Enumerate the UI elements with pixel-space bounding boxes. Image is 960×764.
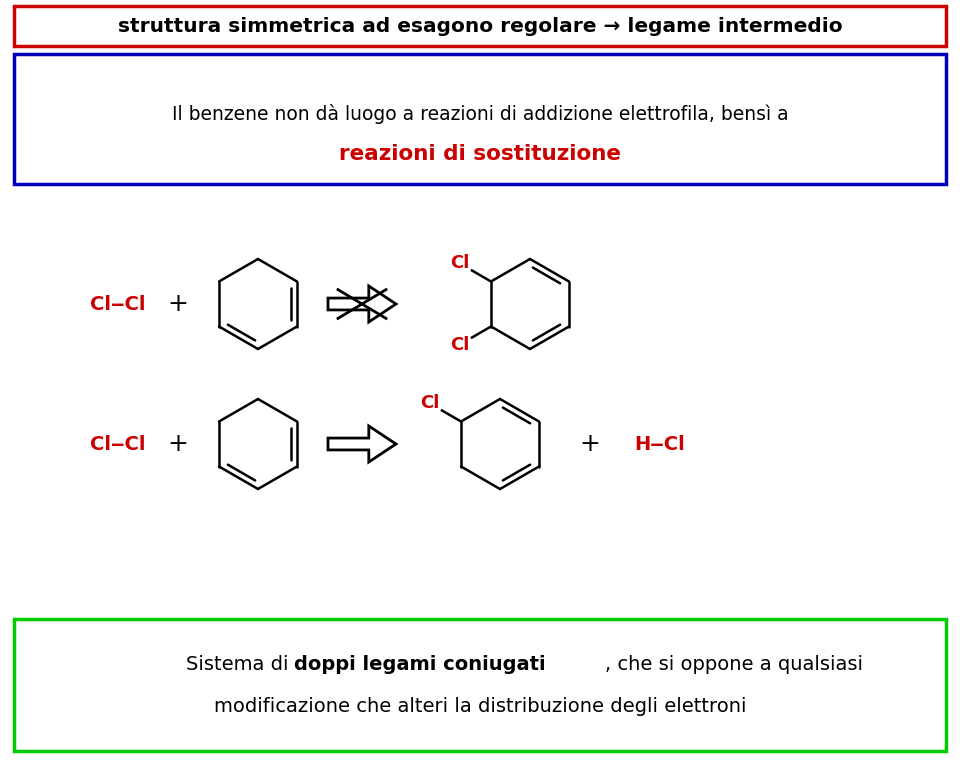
FancyBboxPatch shape (14, 54, 946, 184)
Text: H‒Cl: H‒Cl (635, 435, 685, 454)
Text: Cl‒Cl: Cl‒Cl (90, 435, 146, 454)
Text: , che si oppone a qualsiasi: , che si oppone a qualsiasi (605, 655, 863, 674)
Text: Cl: Cl (450, 254, 469, 273)
Text: Cl: Cl (450, 335, 469, 354)
Text: reazioni di sostituzione: reazioni di sostituzione (339, 144, 621, 164)
Text: Cl‒Cl: Cl‒Cl (90, 294, 146, 313)
Text: +: + (168, 292, 188, 316)
Text: Sistema di: Sistema di (186, 655, 295, 674)
Text: +: + (168, 432, 188, 456)
FancyBboxPatch shape (14, 6, 946, 46)
Text: Il benzene non dà luogo a reazioni di addizione elettrofila, bensì a: Il benzene non dà luogo a reazioni di ad… (172, 104, 788, 124)
Text: Cl: Cl (420, 394, 440, 413)
Text: modificazione che alteri la distribuzione degli elettroni: modificazione che alteri la distribuzion… (214, 697, 746, 716)
FancyBboxPatch shape (14, 619, 946, 751)
Text: struttura simmetrica ad esagono regolare → legame intermedio: struttura simmetrica ad esagono regolare… (118, 17, 842, 35)
Text: doppi legami coniugati: doppi legami coniugati (294, 655, 545, 674)
Text: +: + (580, 432, 600, 456)
